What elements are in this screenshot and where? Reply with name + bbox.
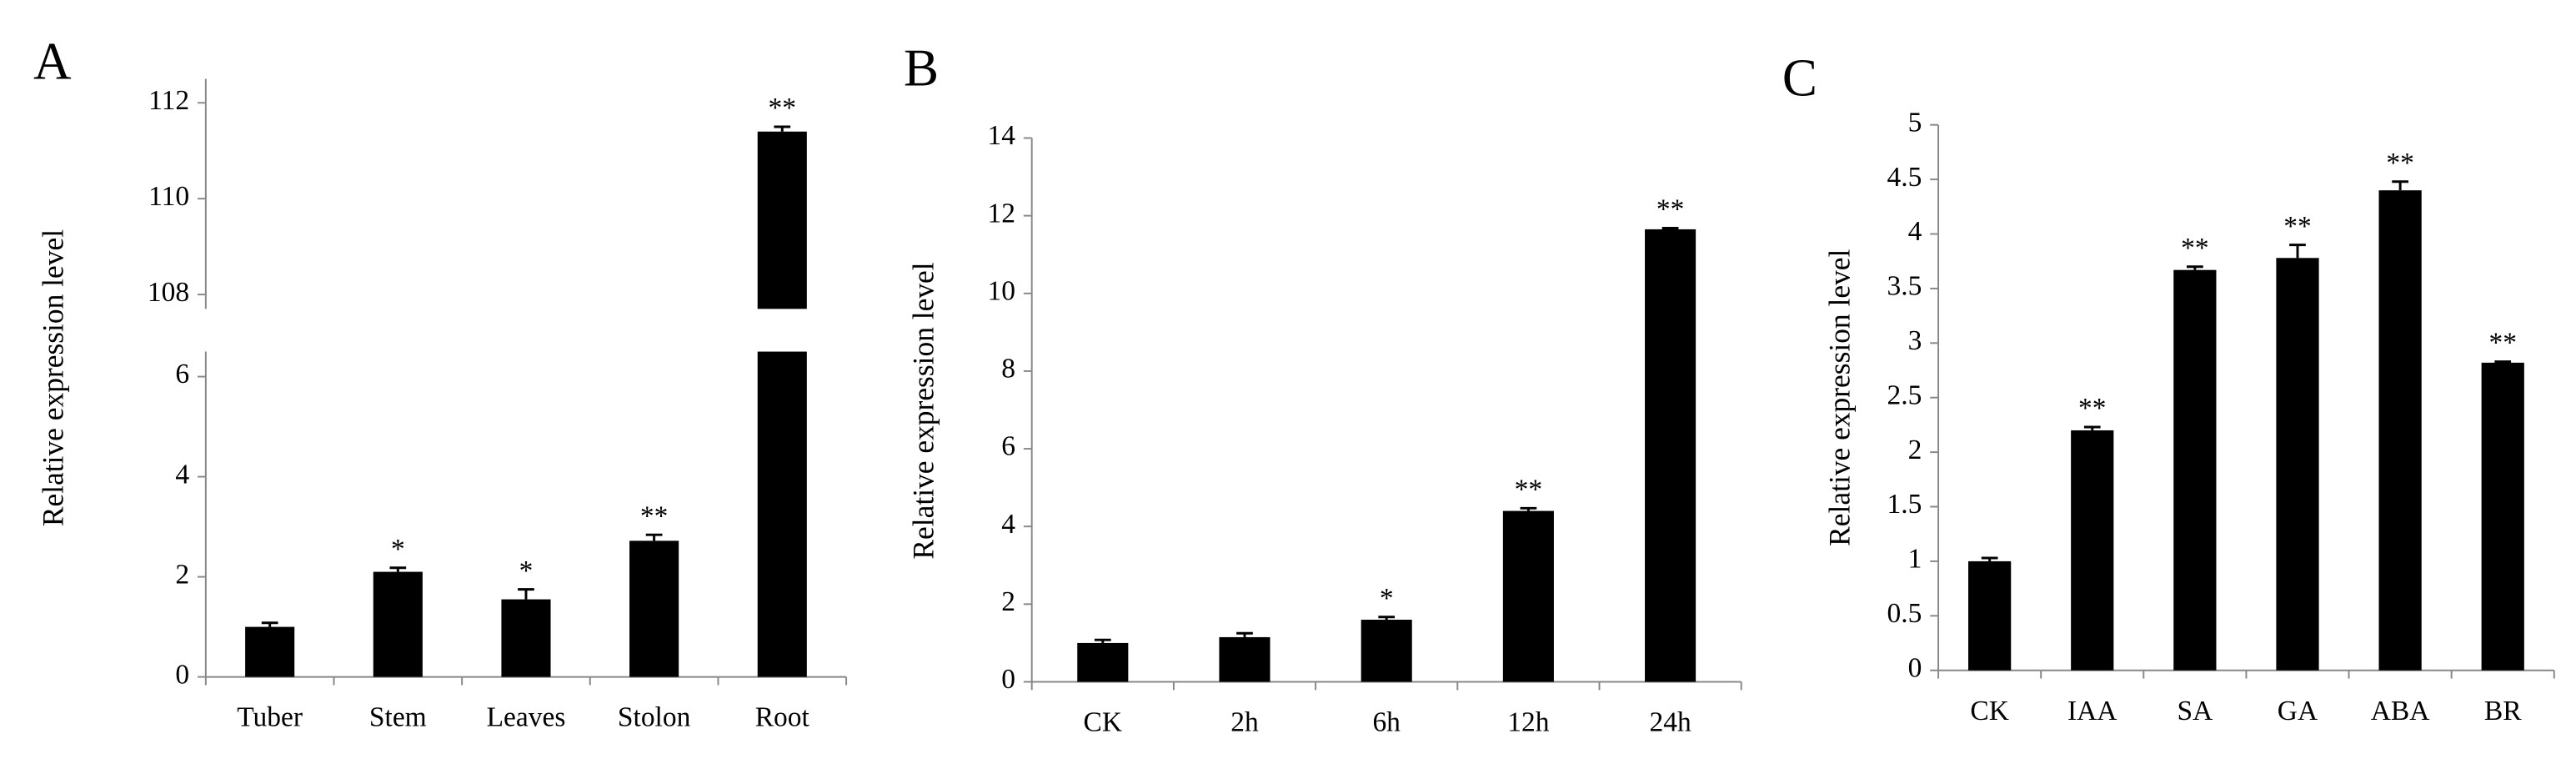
y-tick-label: 112: [148, 85, 189, 116]
y-tick-label: 3: [1908, 325, 1922, 356]
bar: [2071, 430, 2114, 671]
x-tick-label: GA: [2278, 696, 2318, 726]
y-tick-label: 4: [175, 459, 189, 490]
x-tick-label: Tuber: [237, 702, 303, 733]
bar: [245, 626, 295, 677]
bar: [1219, 636, 1270, 682]
bar: [1077, 642, 1129, 682]
y-tick-label: 4: [1001, 509, 1015, 540]
bar: [1968, 560, 2012, 671]
y-axis-label: Relative expression level: [1823, 249, 1857, 545]
x-tick-label: Stolon: [618, 702, 691, 733]
y-tick-label: 2: [1001, 586, 1015, 617]
bar: [629, 540, 679, 677]
y-tick-label: 108: [148, 277, 189, 308]
bar: [1361, 619, 1412, 682]
y-tick-label: 10: [988, 275, 1015, 306]
x-tick-label: Leaves: [487, 702, 566, 733]
y-tick-label: 6: [1001, 431, 1015, 462]
significance: *: [1380, 583, 1394, 614]
panel-label: C: [1782, 48, 1817, 107]
significance: **: [2181, 233, 2208, 264]
y-tick-label: 0: [1001, 664, 1015, 695]
y-axis-label: Relative expression level: [36, 229, 69, 526]
y-tick-label: 6: [175, 359, 189, 390]
significance: **: [2488, 328, 2516, 359]
significance: **: [1656, 194, 1684, 225]
y-tick-label: 0.5: [1887, 598, 1922, 629]
y-tick-label: 3.5: [1887, 271, 1922, 302]
y-tick-label: 2.5: [1887, 379, 1922, 410]
significance: **: [769, 93, 796, 123]
y-tick-label: 8: [1001, 354, 1015, 385]
significance: **: [2283, 211, 2311, 242]
significance: **: [640, 500, 668, 531]
x-tick-label: CK: [1084, 707, 1123, 738]
y-tick-label: 12: [988, 198, 1015, 229]
significance: *: [391, 534, 405, 565]
bar: [1502, 510, 1554, 682]
bar: [1645, 229, 1696, 682]
x-tick-label: 12h: [1507, 707, 1549, 738]
y-tick-label: 1.5: [1887, 489, 1922, 520]
bar-upper: [757, 131, 807, 309]
y-tick-label: 4: [1908, 216, 1922, 247]
y-tick-label: 1: [1908, 544, 1922, 575]
y-tick-label: 5: [1908, 107, 1922, 138]
y-axis-label: Relative expression level: [907, 262, 940, 559]
x-tick-label: 2h: [1230, 707, 1259, 738]
x-tick-label: 6h: [1372, 707, 1401, 738]
y-tick-label: 2: [175, 559, 189, 590]
x-tick-label: CK: [1970, 696, 2009, 726]
significance: **: [2386, 148, 2413, 178]
y-tick-label: 110: [148, 181, 189, 212]
y-tick-label: 4.5: [1887, 162, 1922, 193]
x-tick-label: Stem: [369, 702, 427, 733]
bar: [757, 351, 807, 677]
y-tick-label: 2: [1908, 435, 1922, 465]
significance: **: [1515, 475, 1542, 505]
significance: **: [2078, 393, 2106, 424]
y-tick-label: 0: [175, 659, 189, 690]
bar: [501, 599, 551, 677]
bar: [2276, 258, 2319, 671]
x-tick-label: IAA: [2067, 696, 2117, 726]
panel-label: A: [33, 33, 72, 91]
panel-label: B: [904, 38, 939, 97]
x-tick-label: Root: [755, 702, 810, 733]
bar: [373, 571, 423, 677]
significance: *: [519, 555, 534, 586]
bar: [2173, 269, 2217, 671]
bar: [2378, 190, 2422, 671]
x-tick-label: ABA: [2371, 696, 2430, 726]
y-tick-label: 14: [988, 120, 1016, 151]
x-tick-label: BR: [2484, 696, 2522, 726]
x-tick-label: SA: [2177, 696, 2213, 726]
x-tick-label: 24h: [1649, 707, 1691, 738]
y-tick-label: 0: [1908, 652, 1922, 683]
bar: [2481, 362, 2524, 671]
